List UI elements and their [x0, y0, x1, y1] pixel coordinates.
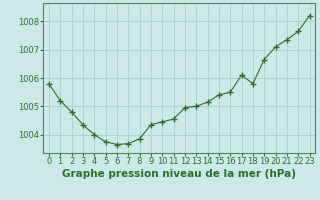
X-axis label: Graphe pression niveau de la mer (hPa): Graphe pression niveau de la mer (hPa) — [62, 169, 296, 179]
